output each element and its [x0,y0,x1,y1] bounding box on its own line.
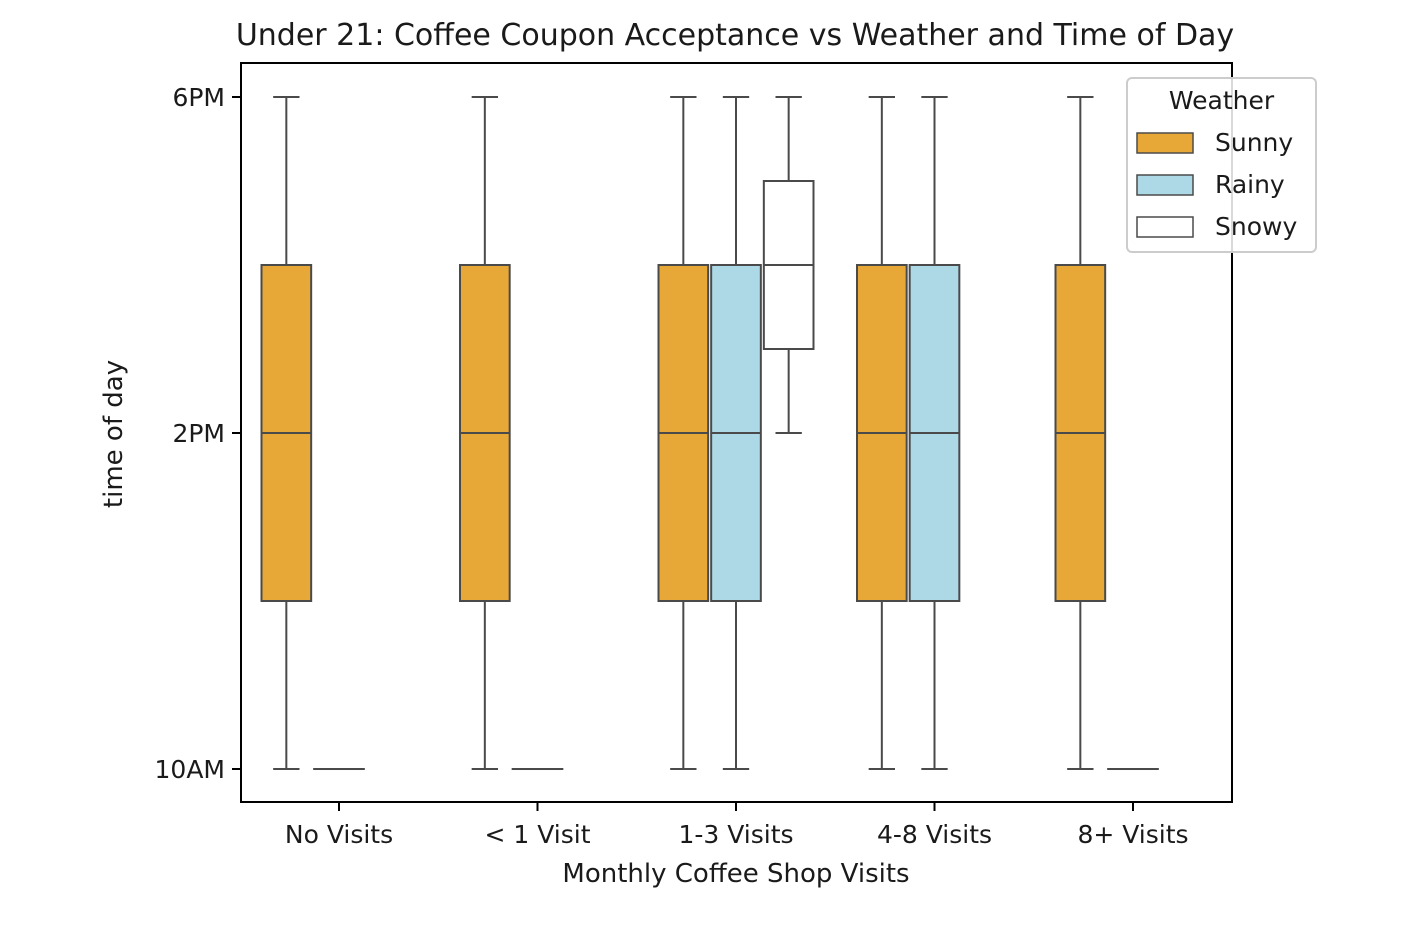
box-rainy-3 [908,96,961,770]
legend-label-snowy: Snowy [1215,212,1297,241]
x-tick-label: < 1 Visit [484,820,590,849]
x-axis-label: Monthly Coffee Shop Visits [562,859,909,889]
box-snowy-2 [762,96,815,434]
legend-swatch-snowy [1136,216,1194,238]
x-tick-label: No Visits [285,820,393,849]
plot-area [260,96,1159,771]
y-axis-label: time of day [99,360,129,508]
x-tick-label: 4-8 Visits [877,820,992,849]
box-sunny-3 [856,96,908,770]
axes: 10AM 2PM 6PM No Visits < 1 Visit 1-3 Visits 4-… [155,62,1233,849]
y-tick-label: 10AM [155,755,225,784]
box-sunny-0 [260,96,313,770]
legend: Weather Sunny Rainy Snowy [1126,77,1317,253]
box-sunny-2 [657,96,710,770]
chart-title: Under 21: Coffee Coupon Acceptance vs We… [236,18,1234,53]
legend-label-sunny: Sunny [1215,128,1293,157]
legend-box [1126,77,1317,253]
legend-title: Weather [1169,86,1275,115]
y-tick-label: 2PM [172,419,225,448]
legend-label-rainy: Rainy [1215,170,1285,199]
x-tick-label: 1-3 Visits [678,820,793,849]
legend-swatch-rainy [1136,174,1194,196]
box-sunny-4 [1054,96,1107,770]
legend-swatch-sunny [1136,132,1194,154]
box-rainy-2 [710,96,762,770]
box-sunny-1 [459,96,511,770]
y-tick-label: 6PM [172,83,225,112]
x-tick-label: 8+ Visits [1077,820,1188,849]
